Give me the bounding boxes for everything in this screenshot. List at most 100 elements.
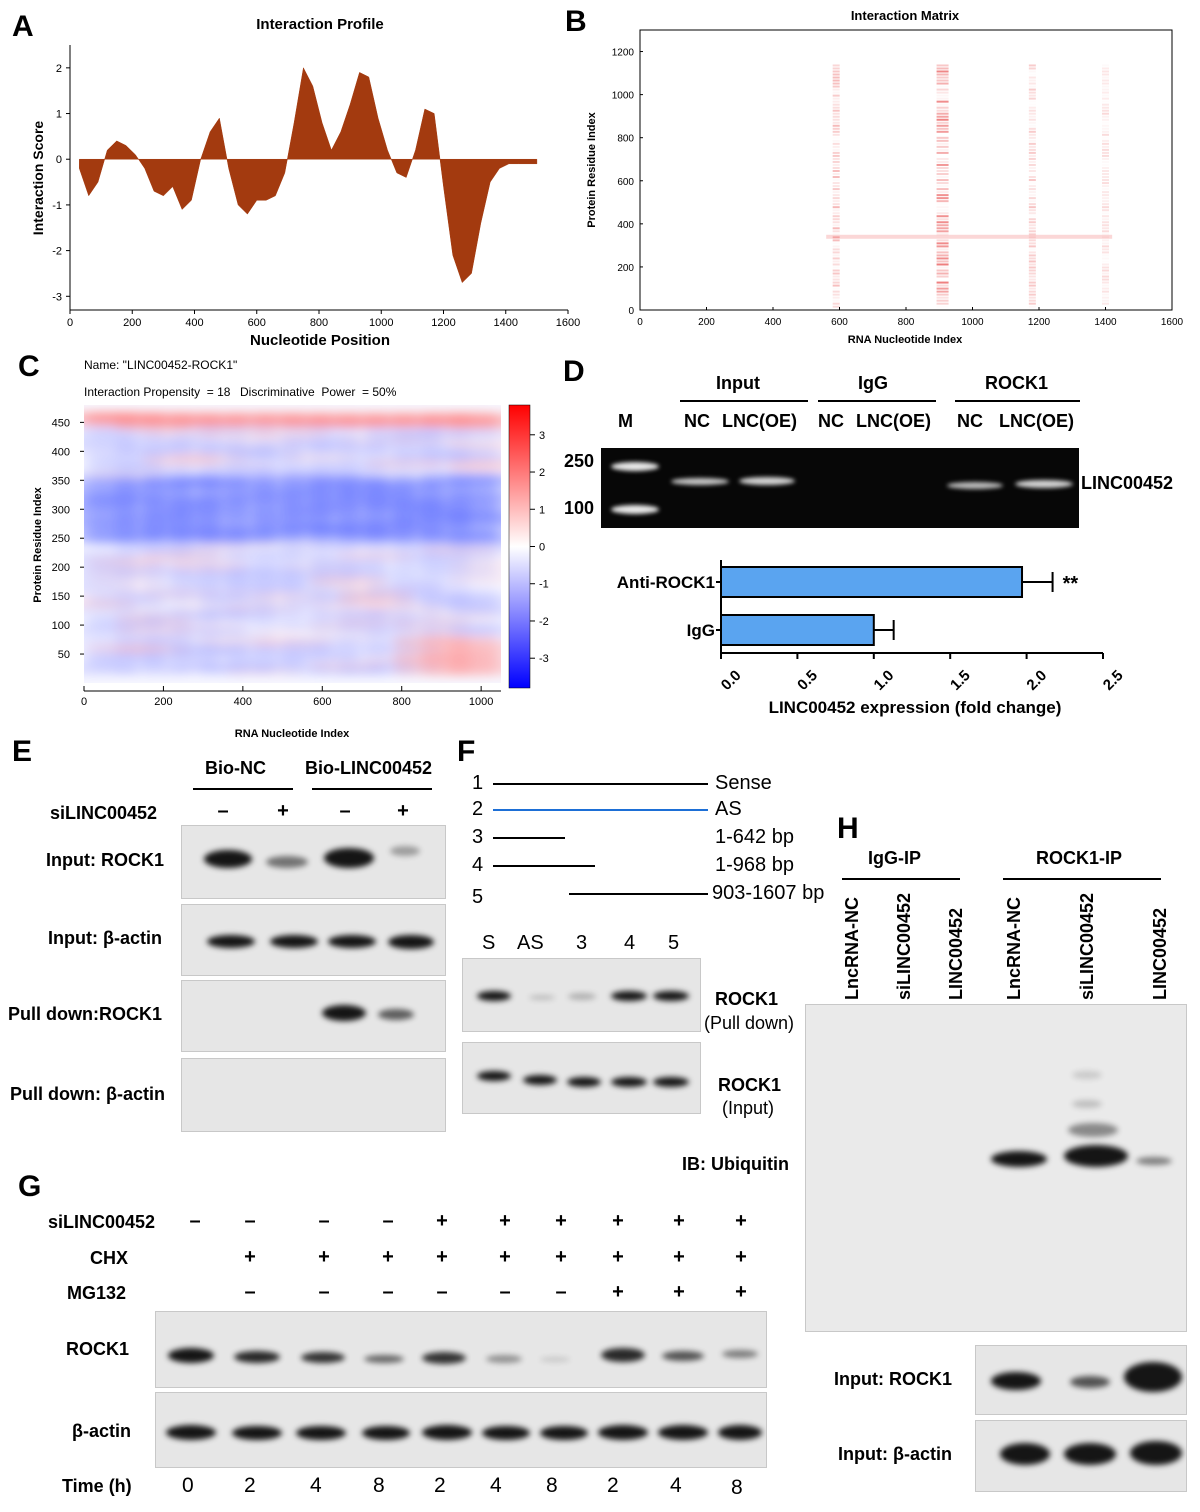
blot-band: [296, 1426, 346, 1440]
matrix-cell: [1102, 272, 1109, 275]
blot-band: [328, 935, 376, 948]
panel-e-row-label: Input: ROCK1: [46, 850, 164, 870]
matrix-cell: [1102, 302, 1109, 305]
y-tick-label: 100: [52, 620, 70, 632]
matrix-cell: [936, 182, 949, 185]
matrix-cell: [1028, 263, 1036, 266]
matrix-cell: [1028, 299, 1036, 302]
matrix-cell: [936, 121, 949, 124]
matrix-cell: [832, 275, 840, 278]
matrix-cell: [1028, 254, 1036, 257]
matrix-cell: [833, 266, 840, 268]
x-tick-label: 400: [185, 317, 203, 329]
matrix-cell: [936, 257, 949, 260]
panel-d-lane-label: NC: [957, 411, 983, 431]
bar-anti-rock1: [720, 566, 1024, 598]
matrix-cell: [1028, 64, 1036, 67]
matrix-cell: [832, 94, 840, 97]
panel-f-blot1-sub: (Pull down): [704, 1013, 795, 1033]
x-tick-label: 2.5: [1100, 667, 1127, 694]
matrix-cell: [936, 82, 949, 85]
matrix-cell: [936, 115, 949, 118]
matrix-cell: [832, 127, 840, 130]
y-tick-label: 600: [617, 177, 634, 188]
matrix-cell: [1028, 88, 1036, 91]
matrix-cell: [936, 263, 949, 266]
panel-f-constructs: [493, 783, 708, 895]
matrix-cell: [832, 215, 840, 218]
matrix-cell: [1102, 269, 1109, 272]
matrix-cell: [936, 251, 949, 254]
matrix-cell: [832, 290, 840, 293]
blot-band: [482, 1426, 530, 1440]
panel-c-propensity: Interaction Propensity = 18: [84, 385, 231, 399]
panel-h-group-rock1: ROCK1-IP: [1036, 848, 1123, 868]
blot-band: [1070, 1376, 1110, 1388]
matrix-cell: [937, 306, 949, 308]
blot-band: [266, 856, 308, 868]
matrix-cell: [1028, 206, 1036, 209]
matrix-cell: [936, 100, 949, 103]
blot-band: [232, 1426, 282, 1440]
matrix-cell: [1102, 218, 1109, 221]
blot-band: [598, 1425, 648, 1440]
matrix-cell: [832, 170, 840, 172]
matrix-cell: [1102, 248, 1109, 251]
panel-letter-e: E: [12, 735, 33, 768]
matrix-cell: [832, 188, 840, 191]
matrix-cell: [1028, 148, 1036, 151]
matrix-cell: [936, 254, 949, 257]
panel-g-si-sign: +: [555, 1210, 567, 1232]
panel-d-gel: [601, 448, 1079, 528]
panel-e-blot-pulldown-rock1: [181, 980, 446, 1052]
matrix-cell: [832, 97, 840, 100]
matrix-cell: [1102, 260, 1109, 262]
matrix-cell: [936, 112, 949, 115]
panel-c-power: Discriminative Power = 50%: [240, 385, 397, 399]
matrix-cell: [936, 221, 949, 224]
matrix-cell: [936, 73, 949, 76]
marker-band: [611, 462, 659, 471]
matrix-cell: [1028, 275, 1036, 278]
matrix-cell: [936, 70, 949, 73]
matrix-cell: [1028, 197, 1036, 200]
profile-area: [79, 67, 538, 284]
heatmap-cell: [447, 411, 501, 422]
matrix-cell: [1102, 142, 1109, 145]
matrix-cell: [1102, 76, 1109, 79]
matrix-cell: [1102, 124, 1109, 127]
panel-d-bar-chart: Anti-ROCK1 IgG ** 0.0 0.5 1.0 1.5 2.0 2.5 LINC00…: [617, 560, 1127, 717]
matrix-cell: [936, 139, 949, 142]
panel-g-mg-sign: +: [735, 1281, 747, 1303]
panel-h-input-rock1-label: Input: ROCK1: [834, 1369, 952, 1389]
matrix-cell: [1102, 215, 1109, 218]
panel-e-sign: +: [277, 800, 289, 822]
matrix-cell: [832, 130, 840, 133]
panel-h-lane-label: siLINC00452: [894, 893, 914, 1000]
heatmap-blobs: [84, 411, 501, 677]
panel-e-treatment-label: siLINC00452: [50, 803, 158, 823]
x-tick-label: 2.0: [1023, 667, 1050, 694]
panel-g-si-sign: +: [499, 1210, 511, 1232]
matrix-cell: [832, 284, 840, 287]
y-tick-label: 200: [52, 562, 70, 574]
panel-d-xlabel: LINC00452 expression (fold change): [769, 698, 1062, 717]
construct-number: 2: [472, 798, 484, 820]
y-tick-label: 0: [56, 154, 62, 166]
matrix-cell: [832, 257, 840, 260]
matrix-cell: [1028, 112, 1036, 115]
matrix-cell: [1029, 86, 1036, 88]
matrix-cell: [1028, 133, 1036, 136]
matrix-cell: [833, 137, 840, 139]
panel-g-mg-sign: –: [499, 1281, 511, 1303]
blot-band: [1072, 1100, 1102, 1108]
y-tick-label: 1: [56, 109, 62, 121]
matrix-cell: [1028, 224, 1036, 227]
panel-g-time: 2: [244, 1474, 256, 1497]
blot-band: [529, 995, 555, 1000]
panel-e-group-line: [193, 788, 293, 790]
matrix-cell: [832, 248, 840, 251]
panel-g-chx-sign: +: [673, 1246, 685, 1268]
matrix-cell: [1028, 94, 1036, 97]
matrix-cell: [936, 79, 949, 82]
